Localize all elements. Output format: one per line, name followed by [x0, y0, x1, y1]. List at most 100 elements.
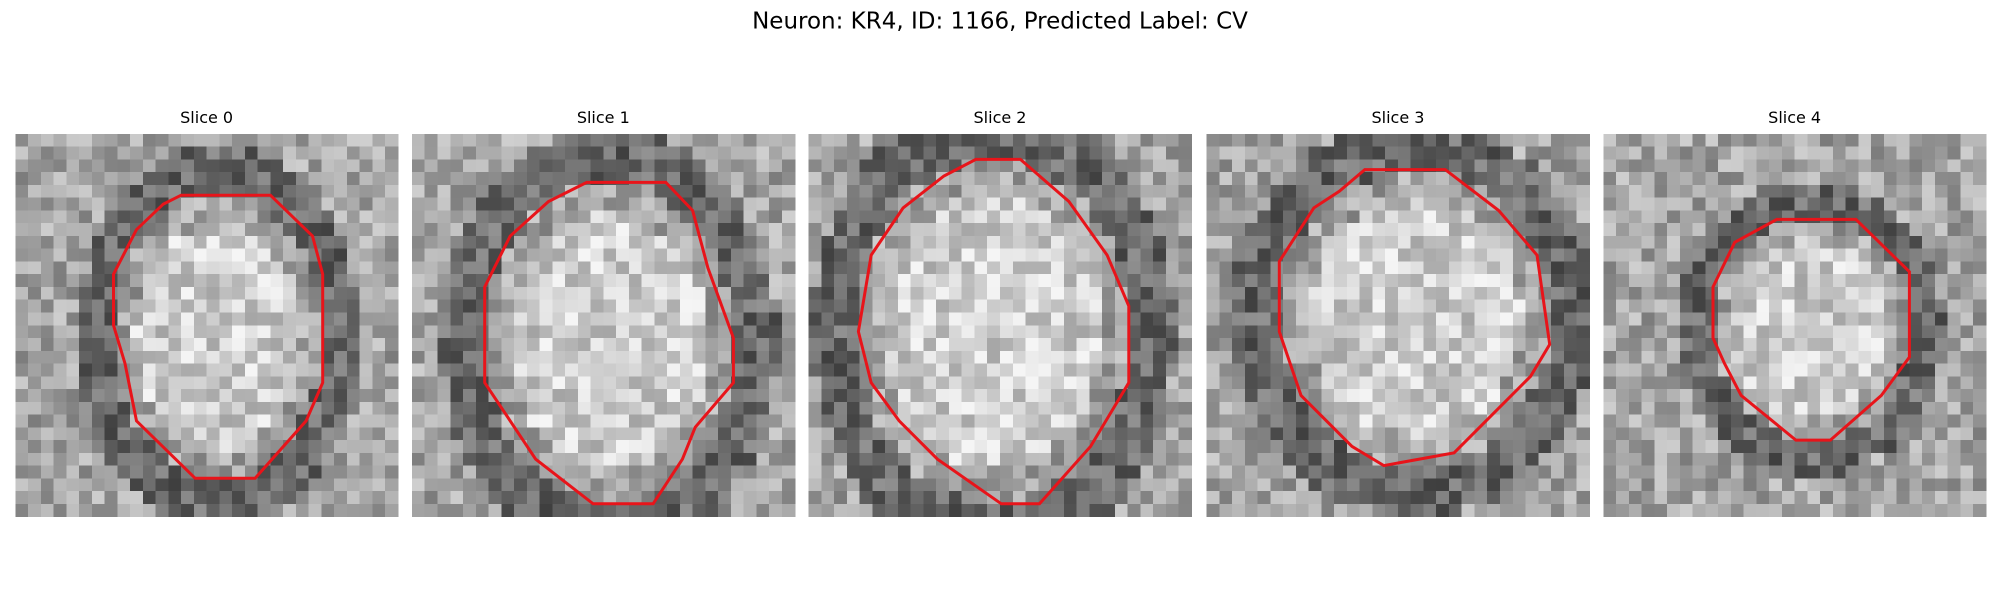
image-pixel — [756, 286, 770, 301]
image-pixel — [616, 401, 630, 416]
image-pixel — [1845, 172, 1860, 186]
image-pixel — [1973, 503, 1987, 518]
image-pixel — [1423, 427, 1437, 441]
image-pixel — [1423, 363, 1437, 377]
image-pixel — [603, 350, 617, 365]
image-pixel — [1525, 338, 1539, 352]
image-pixel — [628, 414, 643, 428]
image-pixel — [1832, 248, 1847, 263]
image-pixel — [897, 325, 912, 339]
image-pixel — [1756, 146, 1770, 161]
image-pixel — [718, 325, 732, 339]
image-pixel — [1372, 172, 1386, 186]
image-pixel — [66, 350, 80, 365]
image-pixel — [577, 325, 592, 339]
image-pixel — [257, 299, 272, 314]
image-pixel — [1448, 325, 1463, 339]
image-pixel — [616, 197, 630, 212]
image-pixel — [692, 338, 706, 352]
image-pixel — [1667, 223, 1681, 237]
image-pixel — [743, 312, 757, 326]
image-pixel — [1025, 261, 1039, 275]
image-pixel — [1500, 159, 1514, 173]
image-pixel — [1063, 478, 1078, 492]
image-pixel — [1487, 274, 1501, 288]
image-pixel — [295, 338, 310, 352]
image-pixel — [1308, 503, 1323, 518]
image-pixel — [193, 146, 208, 161]
image-pixel — [232, 401, 246, 416]
image-pixel — [923, 210, 937, 224]
image-pixel — [526, 159, 541, 173]
image-pixel — [743, 376, 757, 390]
image-pixel — [1832, 223, 1847, 237]
image-pixel — [1512, 452, 1527, 467]
image-pixel — [974, 491, 988, 505]
image-pixel — [1359, 440, 1374, 454]
image-pixel — [1538, 363, 1552, 377]
image-pixel — [1973, 325, 1987, 339]
image-pixel — [667, 274, 681, 288]
image-pixel — [385, 325, 399, 339]
image-pixel — [1410, 350, 1425, 365]
image-pixel — [1359, 299, 1374, 314]
image-pixel — [1871, 401, 1885, 416]
image-pixel — [834, 376, 848, 390]
image-pixel — [667, 133, 681, 148]
image-pixel — [334, 478, 348, 492]
image-pixel — [974, 465, 988, 479]
image-pixel — [730, 401, 745, 416]
image-pixel — [1500, 427, 1514, 441]
image-pixel — [155, 274, 169, 288]
image-pixel — [756, 376, 770, 390]
image-pixel — [526, 376, 541, 390]
image-pixel — [1922, 478, 1936, 492]
image-pixel — [257, 478, 272, 492]
image-pixel — [1140, 261, 1154, 275]
image-pixel — [321, 325, 335, 339]
image-pixel — [411, 427, 426, 441]
image-pixel — [1628, 440, 1643, 454]
image-pixel — [974, 338, 988, 352]
image-pixel — [168, 427, 182, 441]
image-pixel — [565, 146, 579, 161]
image-pixel — [372, 261, 386, 275]
image-pixel — [1525, 401, 1539, 416]
image-pixel — [961, 491, 976, 505]
image-pixel — [1641, 286, 1655, 301]
image-pixel — [1563, 172, 1578, 186]
image-pixel — [1114, 172, 1129, 186]
image-pixel — [1076, 133, 1090, 148]
image-pixel — [1832, 491, 1847, 505]
image-pixel — [1153, 197, 1167, 212]
image-pixel — [1244, 299, 1259, 314]
image-pixel — [1667, 197, 1681, 212]
image-pixel — [1153, 312, 1167, 326]
image-pixel — [821, 248, 835, 263]
image-pixel — [1743, 363, 1757, 377]
image-pixel — [1730, 414, 1745, 428]
image-pixel — [1641, 491, 1655, 505]
image-pixel — [372, 133, 386, 148]
image-pixel — [1896, 427, 1911, 441]
image-pixel — [1153, 491, 1167, 505]
image-pixel — [897, 172, 912, 186]
image-pixel — [859, 440, 874, 454]
image-pixel — [834, 235, 848, 250]
image-pixel — [1845, 299, 1860, 314]
image-pixel — [718, 274, 732, 288]
image-pixel — [1448, 503, 1463, 518]
image-pixel — [1960, 146, 1974, 161]
image-pixel — [1308, 491, 1323, 505]
image-pixel — [1114, 312, 1129, 326]
image-pixel — [321, 452, 335, 467]
image-pixel — [1295, 503, 1310, 518]
image-pixel — [1858, 210, 1872, 224]
image-pixel — [1423, 184, 1437, 199]
image-pixel — [923, 146, 937, 161]
image-pixel — [756, 465, 770, 479]
image-pixel — [781, 452, 796, 467]
image-pixel — [1794, 338, 1808, 352]
image-pixel — [1206, 363, 1220, 377]
image-pixel — [1820, 338, 1834, 352]
